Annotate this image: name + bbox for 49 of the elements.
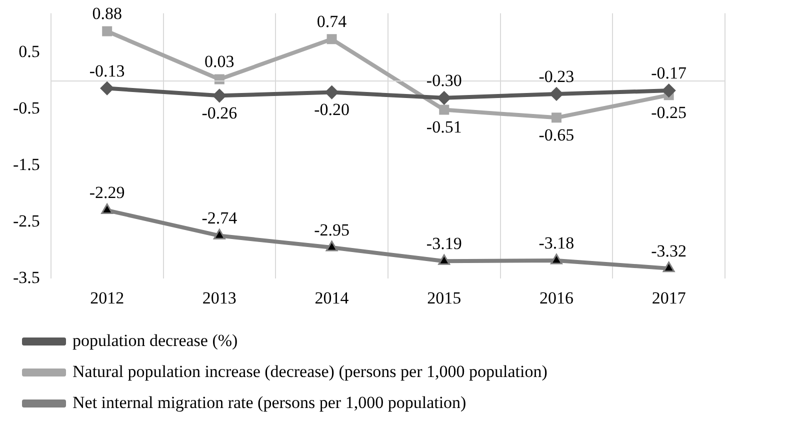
point xyxy=(101,204,114,214)
data-label: -2.29 xyxy=(89,183,125,202)
point xyxy=(212,88,226,102)
data-label: 0.03 xyxy=(204,52,234,72)
point xyxy=(662,262,675,272)
data-label: -3.19 xyxy=(426,234,462,254)
data-label: -0.17 xyxy=(651,64,688,83)
x-tick-label: 2015 xyxy=(427,288,462,308)
data-label: -3.32 xyxy=(651,241,687,260)
point xyxy=(326,240,338,252)
x-tick-label: 2017 xyxy=(652,288,686,308)
x-tick-label: 2013 xyxy=(202,288,236,308)
data-label: -0.23 xyxy=(538,66,574,86)
legend-label: Net internal migration rate (persons per 1,000 population) xyxy=(72,392,466,412)
data-label: -0.20 xyxy=(314,100,350,120)
x-tick-label: 2014 xyxy=(314,288,350,308)
point xyxy=(550,254,562,264)
data-label: 0.74 xyxy=(316,12,348,32)
data-label: -0.65 xyxy=(538,126,574,145)
x-tick-label: 2016 xyxy=(539,288,574,308)
data-label: 0.88 xyxy=(92,4,122,24)
data-label: -0.30 xyxy=(426,70,462,90)
data-label: -2.95 xyxy=(314,220,350,240)
point xyxy=(325,86,339,100)
legend-label: Natural population increase (decrease) (persons per 1,000 population) xyxy=(72,362,548,381)
x-tick-label: 2012 xyxy=(90,288,124,308)
y-tick-label: -3.5 xyxy=(12,268,40,288)
legend-label: population decrease (%) xyxy=(72,330,238,350)
data-label: -0.13 xyxy=(89,61,125,80)
y-tick-label: -1.5 xyxy=(12,155,40,174)
point xyxy=(551,112,562,123)
point xyxy=(100,82,114,96)
point xyxy=(437,91,451,105)
point xyxy=(439,104,450,115)
y-tick-label: -0.5 xyxy=(12,98,40,118)
point xyxy=(550,87,564,101)
data-label: -0.51 xyxy=(426,118,462,137)
point xyxy=(326,34,337,44)
y-tick-label: -2.5 xyxy=(12,212,40,231)
point xyxy=(662,84,676,98)
data-label: -0.26 xyxy=(202,104,238,123)
data-label: -3.18 xyxy=(538,234,574,252)
y-tick-label: 0.5 xyxy=(18,42,40,62)
data-label: -0.25 xyxy=(651,103,687,122)
point xyxy=(102,26,112,36)
point xyxy=(214,74,224,84)
data-label: -2.74 xyxy=(202,208,238,228)
point xyxy=(438,254,450,265)
point xyxy=(213,228,226,240)
